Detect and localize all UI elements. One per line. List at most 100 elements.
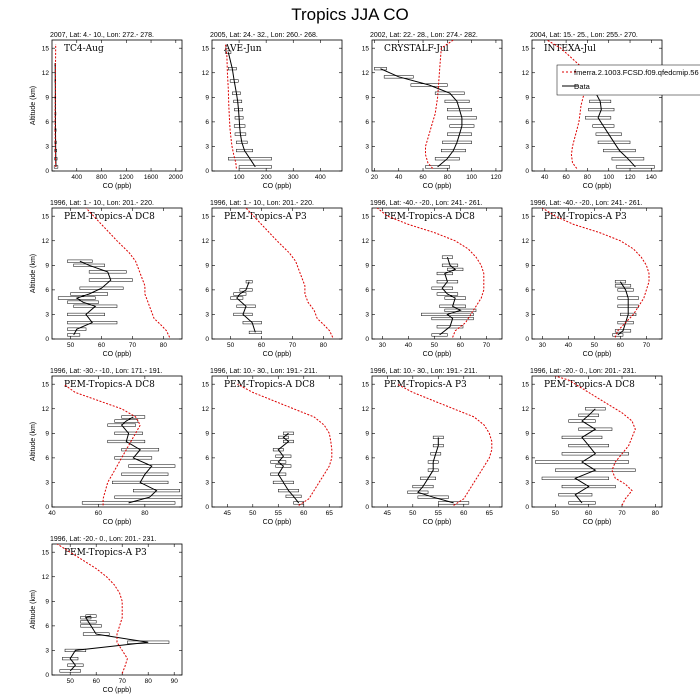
error-bar <box>67 327 87 331</box>
error-bar <box>444 308 477 312</box>
error-bar <box>57 296 96 300</box>
error-bar <box>278 435 289 439</box>
plot-frame <box>51 543 183 676</box>
panel-7: 1996, Lat: -40.- -20., Lon: 241.- 261. 0 3… <box>362 200 503 358</box>
legend-data-label: Data <box>574 82 591 91</box>
y-tick-label: 6 <box>45 119 49 126</box>
y-tick-label: 12 <box>522 238 530 245</box>
y-tick-label: 6 <box>45 455 49 462</box>
panels: 2007, Lat: 4.- 10., Lon: 272.- 278.03691… <box>30 32 663 694</box>
panel-10: 1996, Lat: 10.- 30., Lon: 191.- 211. 0 3 6 9… <box>202 368 343 526</box>
error-bar <box>283 439 294 444</box>
plot-area <box>57 208 171 338</box>
campaign-label: PEM-Tropics-A DC8 <box>544 380 635 390</box>
data-series-line <box>380 68 463 168</box>
error-bar <box>272 448 284 452</box>
error-bar <box>568 419 596 423</box>
y-tick-label: 12 <box>362 406 370 413</box>
x-axis-label: CO (ppb) <box>103 519 132 526</box>
y-tick-label: 0 <box>365 168 369 175</box>
x-tick-label: 20 <box>371 174 379 181</box>
x-tick-label: 50 <box>227 342 235 349</box>
model-series-line <box>425 40 454 169</box>
error-bar <box>374 67 387 71</box>
error-bar <box>412 484 434 489</box>
panel-title: 1996, Lat: -40.- -20., Lon: 241.- 261. <box>370 200 483 207</box>
x-tick-label: 80 <box>584 174 592 181</box>
x-tick-label: 65 <box>326 510 334 517</box>
x-tick-label: 120 <box>625 174 636 181</box>
model-series-line <box>237 383 333 506</box>
x-tick-label: 70 <box>618 510 626 517</box>
error-bar <box>285 494 302 498</box>
x-tick-label: 100 <box>234 174 245 181</box>
error-bar <box>436 292 459 296</box>
x-tick-label: 50 <box>249 510 257 517</box>
panel-1: 2007, Lat: 4.- 10., Lon: 272.- 278. 0 3 6 9 1… <box>30 32 183 190</box>
x-tick-label: 70 <box>289 342 297 349</box>
error-bar <box>417 495 449 499</box>
x-tick-label: 65 <box>486 510 494 517</box>
error-bar <box>585 116 612 120</box>
x-tick-label: 40 <box>48 510 56 517</box>
data-series-line <box>574 408 597 504</box>
error-bar <box>114 456 153 460</box>
error-bar <box>80 624 102 628</box>
y-tick-label: 6 <box>365 455 369 462</box>
error-bar <box>438 501 470 505</box>
x-tick-label: 70 <box>129 342 137 349</box>
y-tick-label: 9 <box>205 431 209 438</box>
error-bar <box>421 312 474 316</box>
x-axis-label: CO (ppb) <box>423 351 452 358</box>
y-tick-label: 15 <box>202 213 210 220</box>
error-bar <box>81 501 176 505</box>
x-tick-label: 40 <box>541 174 549 181</box>
y-tick-label: 12 <box>42 574 50 581</box>
x-tick-label: 300 <box>288 174 299 181</box>
y-tick-label: 3 <box>45 480 49 487</box>
campaign-label: PEM-Tropics-A DC8 <box>384 212 475 222</box>
error-bar <box>420 476 436 480</box>
x-axis-label: CO (ppb) <box>103 351 132 358</box>
error-bar <box>592 124 615 128</box>
data-series-line <box>417 437 454 504</box>
x-axis-label: CO (ppb) <box>263 351 292 358</box>
y-tick-label: 12 <box>202 238 210 245</box>
panel-9: 1996, Lat: -30.- -10., Lon: 171.- 191. 0 3… <box>30 368 183 526</box>
error-bar <box>230 296 244 300</box>
y-axis-label: Altitude (km) <box>30 422 37 461</box>
y-tick-label: 15 <box>522 213 530 220</box>
panel-13: 1996, Lat: -20.- 0., Lon: 201.- 231. 0 3 6 9… <box>30 536 183 694</box>
data-series-line <box>236 281 256 333</box>
y-tick-label: 6 <box>205 119 209 126</box>
panel-title: 1996, Lat: -20.- 0., Lon: 201.- 231. <box>530 368 636 375</box>
error-bar <box>59 669 81 673</box>
x-tick-label: 60 <box>562 174 570 181</box>
error-bar <box>597 140 631 144</box>
x-tick-label: 45 <box>384 510 392 517</box>
plot-frame <box>51 207 183 340</box>
y-tick-label: 0 <box>205 168 209 175</box>
y-tick-label: 0 <box>525 168 529 175</box>
y-tick-label: 15 <box>42 213 50 220</box>
plot-area <box>225 44 272 169</box>
y-tick-label: 3 <box>45 144 49 151</box>
error-bar <box>535 460 629 464</box>
x-tick-label: 80 <box>652 510 660 517</box>
error-bar <box>283 431 294 435</box>
y-tick-label: 0 <box>525 504 529 511</box>
error-bar <box>441 148 466 153</box>
x-tick-label: 50 <box>552 510 560 517</box>
y-tick-label: 0 <box>365 504 369 511</box>
y-tick-label: 3 <box>365 312 369 319</box>
x-tick-label: 60 <box>93 678 101 685</box>
x-tick-label: 40 <box>405 342 413 349</box>
error-bar <box>67 259 93 263</box>
y-tick-label: 9 <box>365 431 369 438</box>
model-series-line <box>56 544 128 674</box>
error-bar <box>67 321 118 325</box>
error-bar <box>603 148 636 153</box>
error-bar <box>561 435 603 439</box>
error-bar <box>293 501 305 505</box>
plot-frame <box>51 39 183 172</box>
